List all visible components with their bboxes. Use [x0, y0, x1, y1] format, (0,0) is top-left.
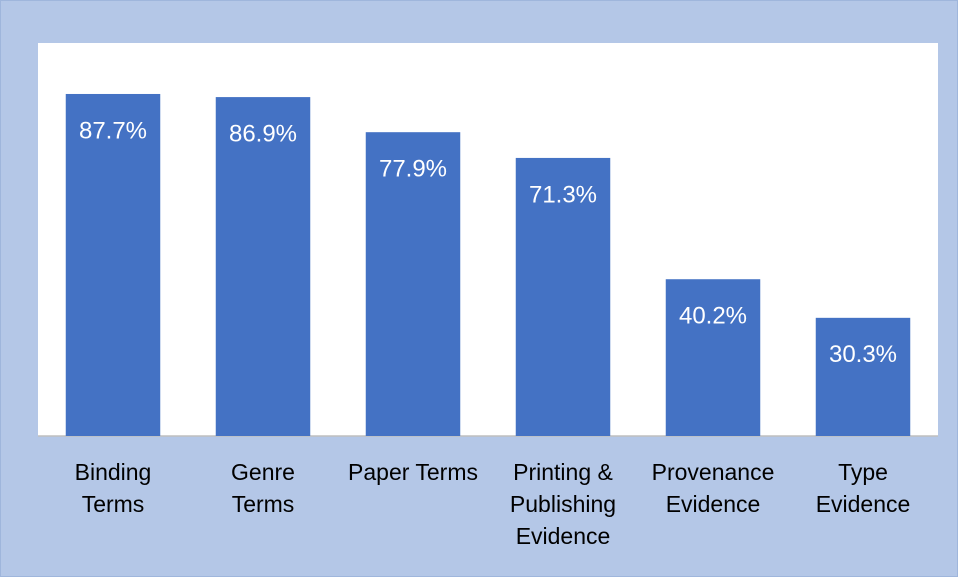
bar [815, 317, 911, 436]
bar [215, 97, 311, 436]
x-tick-label: Type Evidence [815, 459, 911, 517]
bar [65, 93, 161, 436]
x-tick-label: Provenance Evidence [651, 459, 775, 517]
data-label: 86.9% [229, 120, 297, 147]
data-label: 71.3% [529, 181, 597, 208]
x-tick-label: Paper Terms [348, 459, 478, 485]
x-tick-label: Printing & Publishing Evidence [509, 459, 617, 549]
data-label: 30.3% [829, 341, 897, 368]
bar [665, 279, 761, 436]
x-tick-label: Genre Terms [231, 459, 295, 517]
data-label: 40.2% [679, 303, 747, 330]
data-label: 87.7% [79, 117, 147, 144]
plot-area [38, 43, 938, 436]
data-label: 77.9% [379, 156, 447, 183]
bar [365, 132, 461, 436]
x-tick-label: Binding Terms [74, 459, 152, 517]
bar [515, 157, 611, 436]
